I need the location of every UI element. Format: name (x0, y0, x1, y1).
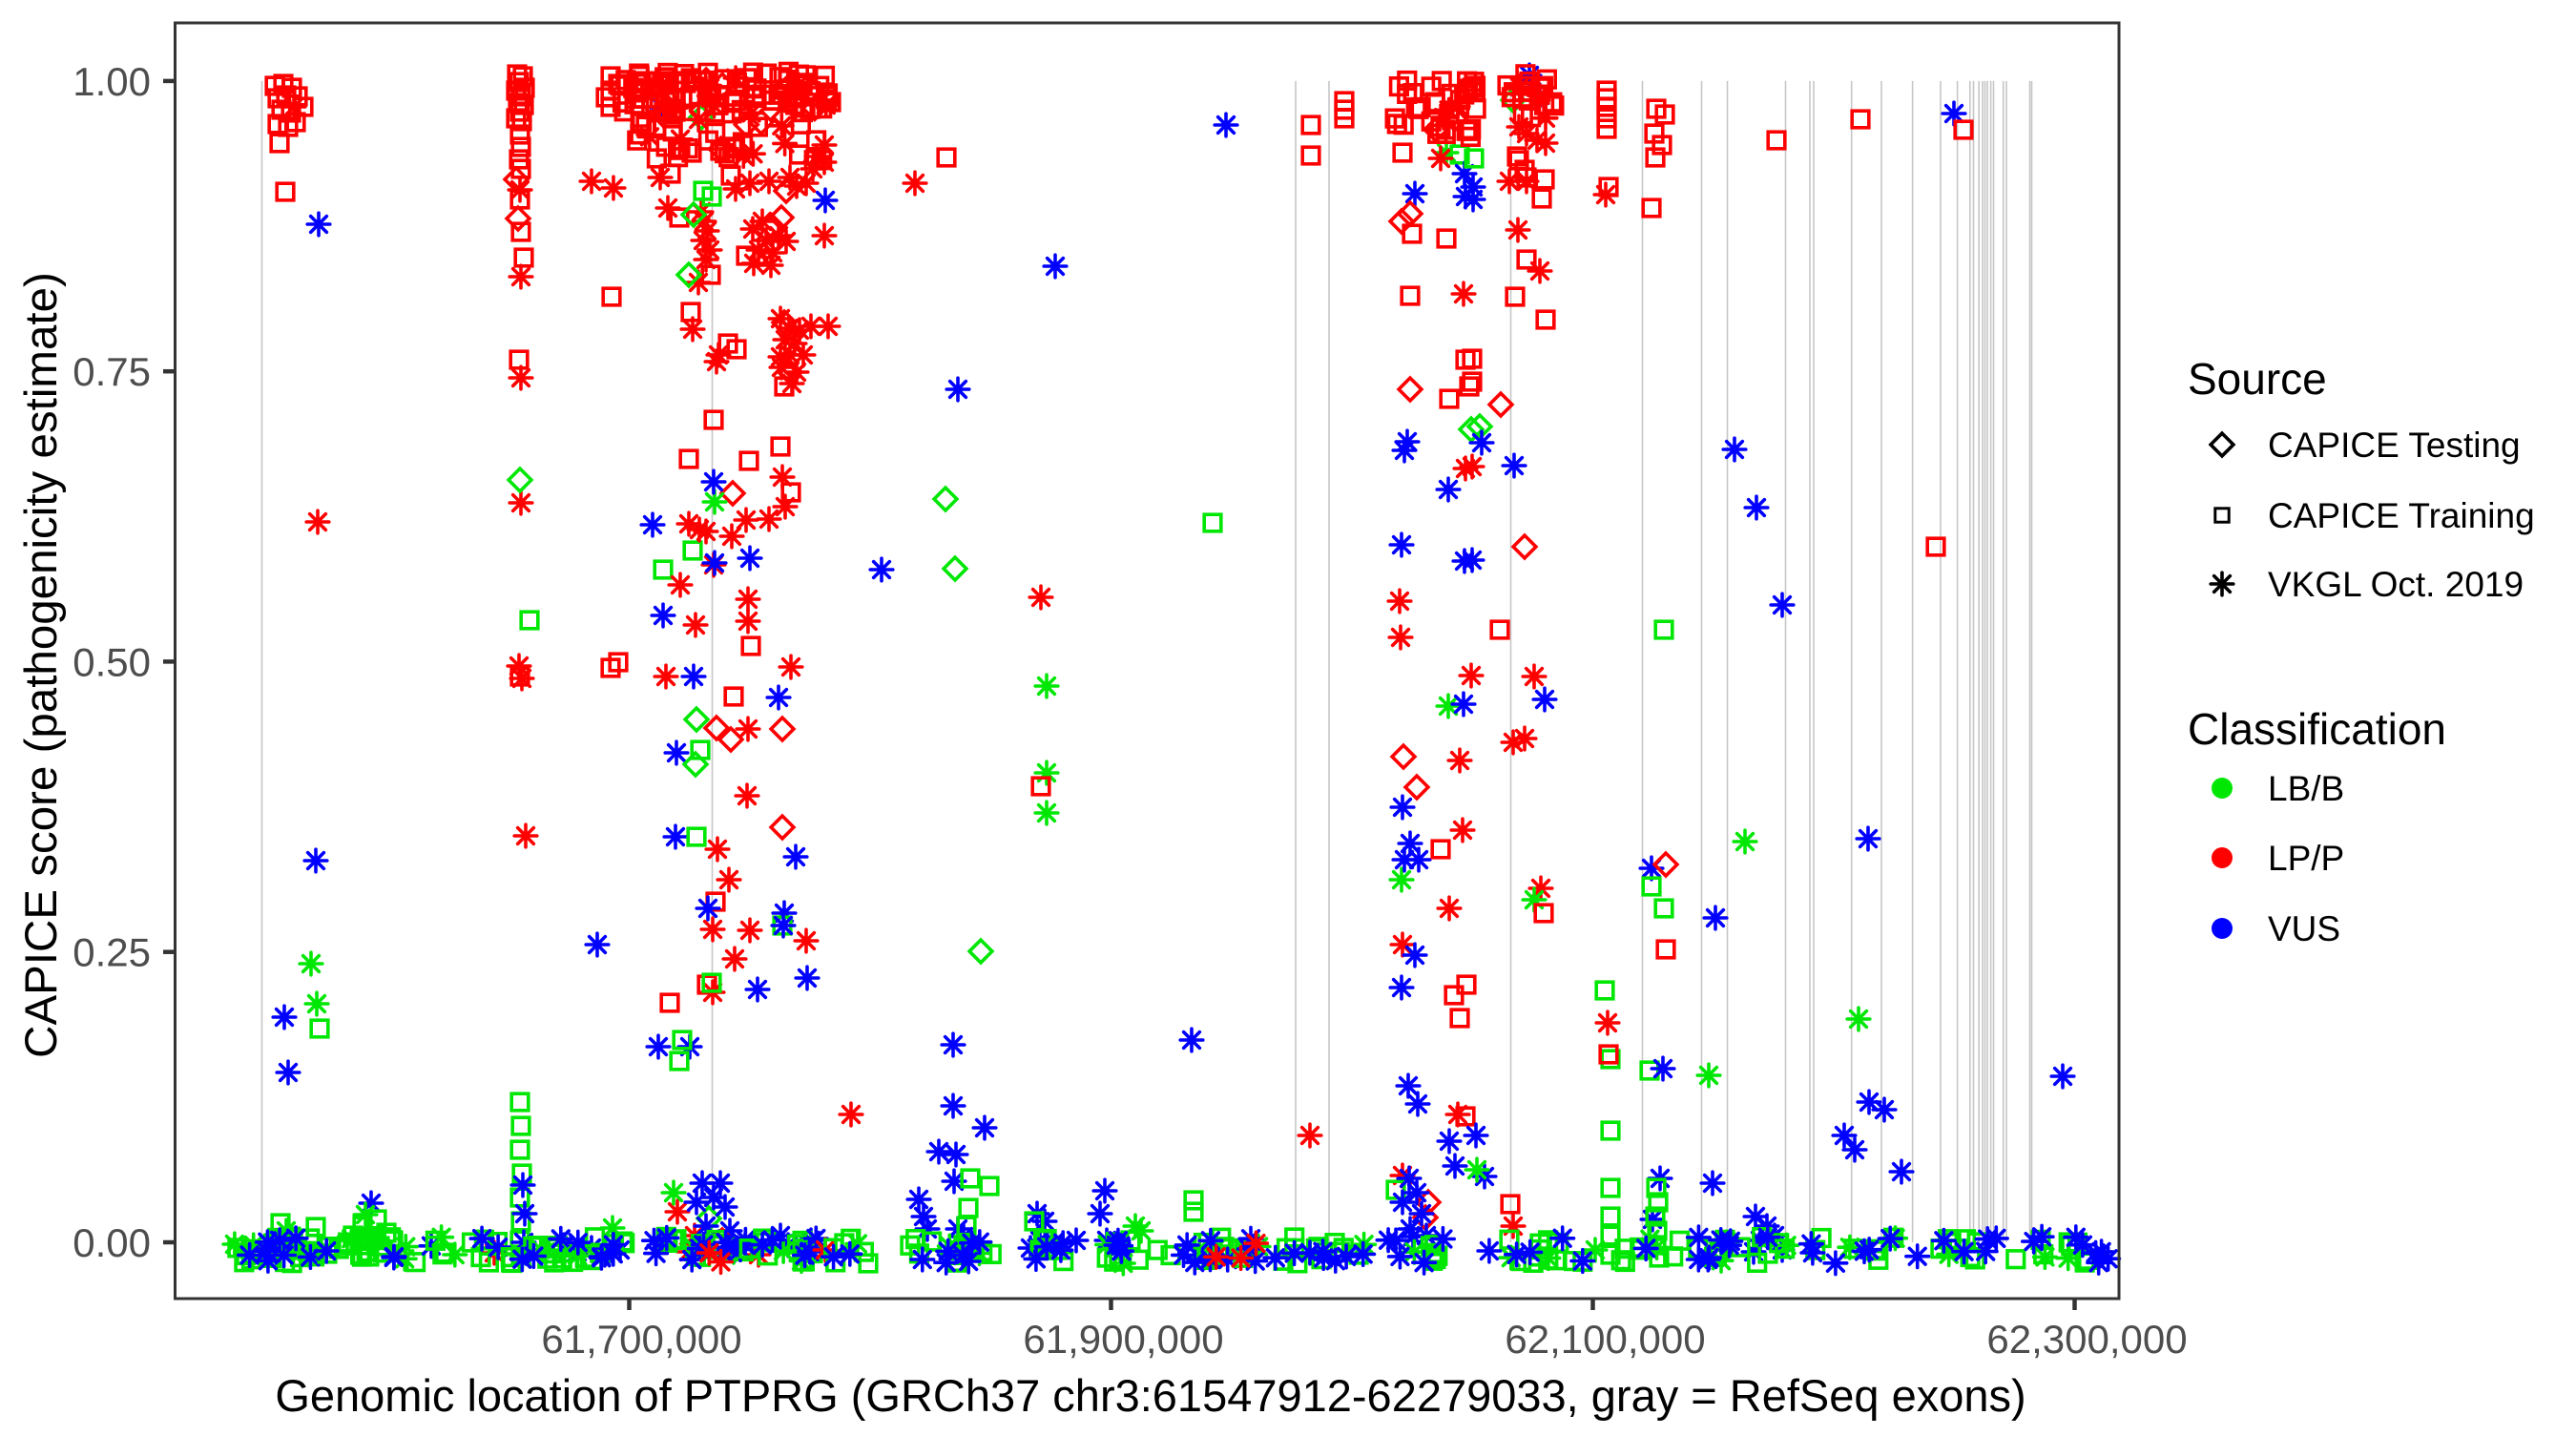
svg-text:1.00: 1.00 (73, 59, 151, 104)
svg-text:61,700,000: 61,700,000 (541, 1317, 741, 1362)
svg-text:LB/B: LB/B (2268, 769, 2344, 808)
svg-text:VKGL Oct. 2019: VKGL Oct. 2019 (2268, 565, 2524, 604)
svg-text:0.75: 0.75 (73, 349, 151, 394)
svg-text:CAPICE Testing: CAPICE Testing (2268, 426, 2521, 465)
svg-text:62,300,000: 62,300,000 (1986, 1317, 2187, 1362)
svg-text:CAPICE Training: CAPICE Training (2268, 496, 2535, 535)
svg-text:Classification: Classification (2188, 704, 2446, 754)
svg-text:CAPICE score (pathogenicity es: CAPICE score (pathogenicity estimate) (16, 272, 67, 1058)
svg-text:LP/P: LP/P (2268, 839, 2344, 878)
svg-text:Source: Source (2188, 354, 2327, 404)
svg-text:0.50: 0.50 (73, 639, 151, 684)
svg-text:0.00: 0.00 (73, 1220, 151, 1265)
svg-text:0.25: 0.25 (73, 930, 151, 975)
svg-text:VUS: VUS (2268, 909, 2340, 948)
svg-text:Genomic location of PTPRG (GRC: Genomic location of PTPRG (GRCh37 chr3:6… (275, 1370, 2025, 1421)
svg-text:61,900,000: 61,900,000 (1023, 1317, 1223, 1362)
svg-text:62,100,000: 62,100,000 (1505, 1317, 1705, 1362)
